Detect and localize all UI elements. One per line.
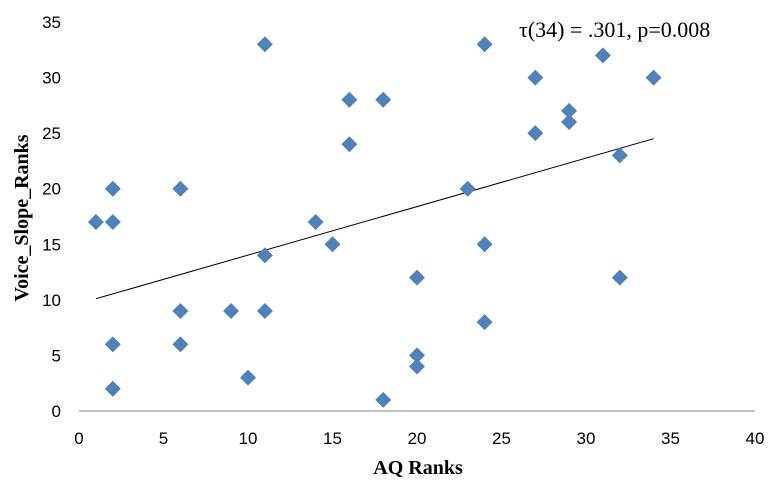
data-point (527, 125, 544, 142)
y-tick-label: 30 (42, 69, 61, 88)
data-point (324, 236, 341, 253)
data-point (104, 336, 121, 353)
data-point (256, 247, 273, 264)
data-point (256, 302, 273, 319)
data-point (375, 391, 392, 408)
data-point (476, 314, 493, 331)
y-tick-label: 15 (42, 235, 61, 254)
data-point (527, 69, 544, 86)
y-tick-label: 10 (42, 291, 61, 310)
data-point (594, 47, 611, 64)
trendline (95, 138, 654, 300)
data-point (611, 269, 628, 286)
data-point (341, 91, 358, 108)
data-point (172, 336, 189, 353)
data-point (104, 214, 121, 231)
x-tick-label: 35 (661, 429, 680, 448)
data-point (645, 69, 662, 86)
y-axis-title: Voice_Slope_Ranks (11, 134, 33, 301)
x-tick-label: 40 (746, 429, 765, 448)
data-point (256, 36, 273, 53)
data-point (375, 91, 392, 108)
y-tick-label: 0 (52, 402, 61, 421)
y-axis-ticks: 0 5 10 15 20 25 30 35 (42, 13, 61, 421)
data-point (172, 302, 189, 319)
data-point (409, 269, 425, 286)
data-point (409, 358, 425, 375)
x-tick-label: 25 (492, 429, 511, 448)
data-point (172, 180, 189, 197)
data-point (476, 36, 493, 53)
data-point (561, 114, 578, 131)
x-tick-label: 30 (577, 429, 596, 448)
data-point (409, 347, 425, 364)
data-point (104, 180, 121, 197)
data-point (476, 236, 493, 253)
x-tick-label: 0 (74, 429, 83, 448)
data-point (341, 136, 358, 153)
stat-annotation: τ(34) = .301, p=0.008 (519, 17, 710, 42)
y-tick-label: 5 (52, 346, 61, 365)
x-tick-label: 20 (408, 429, 427, 448)
data-point (459, 180, 476, 197)
data-point (223, 302, 240, 319)
y-tick-label: 35 (42, 13, 61, 32)
x-axis-title: AQ Ranks (373, 457, 463, 479)
x-axis-ticks: 0 5 10 15 20 25 30 35 40 (74, 429, 764, 448)
y-tick-label: 25 (42, 124, 61, 143)
data-point (611, 147, 628, 164)
data-point (87, 214, 104, 231)
y-tick-label: 20 (42, 180, 61, 199)
data-points (87, 36, 662, 408)
data-point (561, 102, 578, 119)
x-tick-label: 10 (239, 429, 258, 448)
data-point (307, 214, 324, 231)
x-tick-label: 15 (323, 429, 342, 448)
x-tick-label: 5 (159, 429, 168, 448)
data-point (104, 380, 121, 397)
data-point (240, 369, 256, 386)
